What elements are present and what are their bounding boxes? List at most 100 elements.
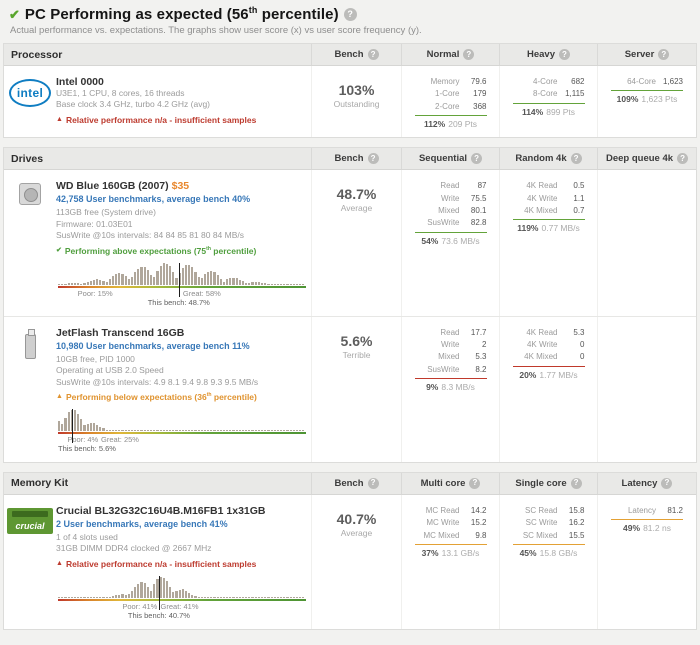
- device-name[interactable]: Crucial BL32G32C16U4B.M16FB1 1x31GB: [56, 504, 266, 517]
- metric-table: 64-Core 1,623: [611, 76, 683, 92]
- metric-row: Read 87: [415, 180, 487, 192]
- metric-row: 8-Core 1,115: [513, 88, 584, 100]
- column-label: Heavy: [527, 49, 555, 60]
- metric-cell-normal: Memory 79.6 1-Core 179 2-Core 368 112% 209 P…: [401, 66, 499, 138]
- metric-table: 4-Core 682 8-Core 1,115: [512, 76, 585, 104]
- bench-rating: Outstanding: [333, 99, 380, 109]
- metric-row: SC Write 16.2: [513, 517, 585, 529]
- user-benchmarks-link[interactable]: 2 User benchmarks, average bench 41%: [56, 518, 228, 529]
- user-benchmarks-link[interactable]: 10,980 User benchmarks, average bench 11…: [56, 340, 250, 351]
- help-icon[interactable]: ?: [658, 49, 670, 60]
- metric-label: 4K Mixed: [524, 352, 558, 362]
- bench-score: 5.6%: [340, 332, 373, 349]
- metric-label: 4K Write: [526, 339, 558, 349]
- bench-rating: Average: [340, 527, 373, 538]
- metric-row: 4K Mixed 0.7: [513, 205, 584, 217]
- this-bench-row: This bench: 40.7%: [58, 611, 306, 621]
- metric-value: 0: [580, 339, 585, 349]
- metric-label: MC Write: [426, 518, 460, 528]
- metric-cell-singlecore: SC Read 15.8 SC Write 16.2 SC Mixed 15.5 45…: [499, 494, 597, 629]
- device-info-line: Operating at USB 2.0 Speed: [56, 365, 164, 376]
- column-label: Normal: [426, 49, 460, 60]
- hdd-icon: [19, 183, 41, 206]
- column-header-bench: Bench?: [311, 44, 401, 65]
- column-label: Deep queue 4k: [605, 153, 674, 165]
- help-icon[interactable]: ?: [367, 153, 379, 165]
- help-icon[interactable]: ?: [367, 49, 379, 60]
- crucial-logo-icon: crucial: [7, 507, 53, 534]
- metric-label: Write: [440, 193, 460, 203]
- help-icon[interactable]: ?: [570, 477, 582, 489]
- metric-score: 114% 899 Pts: [522, 107, 575, 117]
- this-bench-marker: [178, 262, 180, 297]
- metric-label: Read: [440, 181, 460, 191]
- help-icon[interactable]: ?: [471, 153, 483, 165]
- column-label: Bench: [334, 477, 364, 489]
- price-link[interactable]: $35: [171, 180, 190, 193]
- great-label: Great: 58%: [182, 288, 221, 298]
- metric-value: 15.2: [470, 518, 487, 528]
- metric-table: MC Read 14.2 MC Write 15.2 MC Mixed 9.8: [414, 505, 487, 546]
- score-histogram: Poor: 41% Great: 41% This bench: 40.7%: [58, 575, 306, 621]
- column-header-singlecore: Single core?: [499, 472, 597, 494]
- metric-label: 4K Write: [526, 193, 558, 203]
- column-label: Bench: [334, 153, 364, 165]
- device-name[interactable]: WD Blue 160GB (2007) $35: [56, 180, 307, 192]
- metric-score-value: 8.3 MB/s: [441, 382, 475, 393]
- metric-score-value: 13.1 GB/s: [441, 548, 480, 559]
- bench-cell: 48.7% Average: [311, 170, 401, 316]
- metric-value: 0.5: [573, 181, 585, 191]
- help-icon[interactable]: ?: [677, 153, 689, 165]
- page-header: ✔ PC Performing as expected (56th percen…: [3, 4, 697, 23]
- metric-value: 0: [580, 352, 585, 362]
- metric-label: Memory: [430, 77, 460, 86]
- metric-row: 1-Core 179: [415, 88, 486, 100]
- status-text: Performing below expectations (36th perc…: [65, 391, 257, 402]
- help-icon[interactable]: ?: [343, 8, 357, 21]
- metric-row: SC Mixed 15.5: [513, 530, 585, 542]
- metric-row: 64-Core 1,623: [611, 76, 683, 88]
- metric-score-value: 0.77 MB/s: [541, 223, 580, 234]
- metric-row: SusWrite 8.2: [415, 364, 486, 376]
- help-icon[interactable]: ?: [570, 153, 582, 165]
- metric-label: Latency: [627, 505, 656, 515]
- device-cell: WD Blue 160GB (2007) $35 42,758 User benc…: [4, 170, 311, 315]
- this-bench-label: This bench: 40.7%: [127, 610, 190, 620]
- metric-cell-latency: Latency 81.2 49% 81.2 ns: [597, 494, 696, 629]
- metric-row: MC Write 15.2: [415, 517, 487, 529]
- warning-icon: ▲: [56, 116, 63, 124]
- great-label: Great: 25%: [101, 434, 139, 444]
- metric-value: 5.3: [475, 352, 487, 362]
- histogram-range-labels: Poor: 41% Great: 41%: [58, 601, 306, 611]
- metric-label: 2-Core: [435, 101, 460, 111]
- user-benchmarks-link[interactable]: 42,758 User benchmarks, average bench 40…: [56, 194, 251, 205]
- column-header-deepqueue4k: Deep queue 4k?: [597, 148, 696, 170]
- bench-rating: Terrible: [342, 349, 371, 360]
- device-name[interactable]: JetFlash Transcend 16GB: [56, 326, 185, 339]
- this-bench-label: This bench: 48.7%: [147, 297, 210, 307]
- status-text: Relative performance n/a - insufficient …: [65, 114, 257, 125]
- title-sup: th: [248, 5, 258, 15]
- device-name[interactable]: Intel 0000: [56, 76, 104, 88]
- help-icon[interactable]: ?: [469, 477, 481, 489]
- column-label: Random 4k: [515, 153, 567, 165]
- metric-label: 4K Read: [526, 327, 558, 337]
- metric-score-value: 899 Pts: [546, 106, 576, 117]
- help-icon[interactable]: ?: [559, 49, 570, 60]
- metric-score-value: 81.2 ns: [643, 523, 671, 534]
- histogram-range-labels: Poor: 4% Great: 25%: [58, 434, 306, 444]
- metric-row: 4K Write 1.1: [513, 193, 585, 205]
- metric-value: 87: [477, 181, 487, 191]
- status-text: Performing above expectations (75th perc…: [64, 245, 257, 256]
- help-icon[interactable]: ?: [661, 477, 673, 489]
- metric-row: 4K Write 0: [513, 339, 585, 351]
- help-icon[interactable]: ?: [463, 49, 475, 60]
- metric-score: 49% 81.2 ns: [623, 523, 671, 533]
- help-icon[interactable]: ?: [367, 477, 379, 489]
- metric-label: SC Mixed: [522, 530, 558, 540]
- suswrite-info-line: SusWrite @10s intervals: 84 84 85 81 80 …: [56, 230, 245, 241]
- metric-table: SC Read 15.8 SC Write 16.2 SC Mixed 15.5: [512, 505, 585, 546]
- column-header-normal: Normal?: [401, 44, 499, 65]
- metric-label: Read: [440, 327, 460, 337]
